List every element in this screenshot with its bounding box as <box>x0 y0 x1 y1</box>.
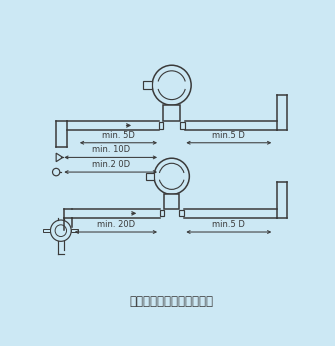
Text: 弯管、阀门和泵之间的安装: 弯管、阀门和泵之间的安装 <box>130 295 214 308</box>
Circle shape <box>51 220 71 242</box>
Text: min.2 0D: min.2 0D <box>91 160 130 169</box>
Bar <box>146 173 154 180</box>
Bar <box>163 105 180 121</box>
Text: min. 5D: min. 5D <box>102 130 135 139</box>
Bar <box>43 229 51 232</box>
Bar <box>71 229 78 232</box>
Bar <box>158 122 163 129</box>
Bar <box>180 122 185 129</box>
Text: min. 10D: min. 10D <box>91 145 130 154</box>
Circle shape <box>154 158 189 194</box>
Bar <box>160 210 164 216</box>
Text: min. 20D: min. 20D <box>97 220 135 229</box>
Text: min.5 D: min.5 D <box>212 130 245 139</box>
Bar <box>143 81 152 89</box>
Text: min.5 D: min.5 D <box>212 220 245 229</box>
Circle shape <box>152 65 191 105</box>
Bar <box>180 210 184 216</box>
Bar <box>164 194 180 209</box>
